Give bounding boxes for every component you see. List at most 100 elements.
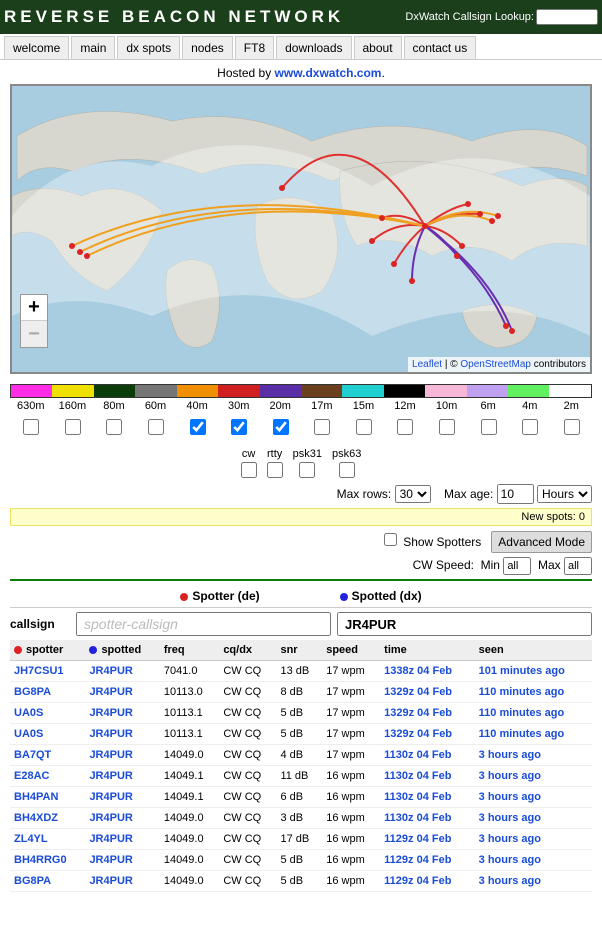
cw-speed-row: CW Speed: Min Max [10, 557, 592, 581]
seen-link[interactable]: 3 hours ago [475, 829, 592, 850]
band-checkbox-20m[interactable] [273, 419, 289, 435]
spotter-link[interactable]: BH4XDZ [10, 808, 85, 829]
spotter-link[interactable]: E28AC [10, 766, 85, 787]
spotter-link[interactable]: BH4RRG0 [10, 850, 85, 871]
map-attribution: Leaflet | © OpenStreetMap contributors [408, 357, 590, 372]
seen-link[interactable]: 110 minutes ago [475, 682, 592, 703]
time-link[interactable]: 1329z 04 Feb [380, 682, 474, 703]
band-checkbox-2m[interactable] [564, 419, 580, 435]
time-link[interactable]: 1338z 04 Feb [380, 661, 474, 682]
spotter-link[interactable]: UA0S [10, 724, 85, 745]
cw-max-input[interactable] [564, 557, 592, 575]
band-checkbox-30m[interactable] [231, 419, 247, 435]
spotter-link[interactable]: BA7QT [10, 745, 85, 766]
zoom-out-button[interactable]: − [21, 321, 47, 347]
seen-link[interactable]: 3 hours ago [475, 745, 592, 766]
spotted-link[interactable]: JR4PUR [85, 808, 159, 829]
tab-about[interactable]: about [354, 36, 402, 59]
spotted-link[interactable]: JR4PUR [85, 871, 159, 892]
band-checkbox-4m[interactable] [522, 419, 538, 435]
seen-link[interactable]: 3 hours ago [475, 808, 592, 829]
spotter-link[interactable]: UA0S [10, 703, 85, 724]
show-spotters-checkbox[interactable] [384, 533, 397, 546]
mode-checkbox-psk63[interactable] [339, 462, 355, 478]
band-checkbox-10m[interactable] [439, 419, 455, 435]
spotted-link[interactable]: JR4PUR [85, 745, 159, 766]
seen-link[interactable]: 3 hours ago [475, 871, 592, 892]
table-row: BA7QTJR4PUR14049.0CW CQ4 dB17 wpm1130z 0… [10, 745, 592, 766]
seen-link[interactable]: 3 hours ago [475, 766, 592, 787]
spotted-link[interactable]: JR4PUR [85, 661, 159, 682]
mode-checkbox-psk31[interactable] [299, 462, 315, 478]
blue-dot-icon [340, 593, 348, 601]
map[interactable]: + − Leaflet | © OpenStreetMap contributo… [10, 84, 592, 374]
time-link[interactable]: 1130z 04 Feb [380, 808, 474, 829]
band-label-12m: 12m [384, 400, 426, 412]
spotted-link[interactable]: JR4PUR [85, 829, 159, 850]
band-checkbox-17m[interactable] [314, 419, 330, 435]
band-checkbox-160m[interactable] [65, 419, 81, 435]
mode-label-cw: cw [242, 448, 255, 460]
tab-downloads[interactable]: downloads [276, 36, 351, 59]
advanced-mode-button[interactable]: Advanced Mode [491, 531, 592, 553]
maxrows-select[interactable]: 30 [395, 485, 431, 503]
spotter-link[interactable]: BG8PA [10, 871, 85, 892]
seen-link[interactable]: 3 hours ago [475, 850, 592, 871]
band-checkbox-630m[interactable] [23, 419, 39, 435]
spotted-link[interactable]: JR4PUR [85, 703, 159, 724]
lookup-label: DxWatch Callsign Lookup: [405, 11, 534, 23]
maxage-input[interactable] [497, 484, 534, 504]
band-checkbox-60m[interactable] [148, 419, 164, 435]
show-spotters-label[interactable]: Show Spotters [403, 535, 481, 549]
spotted-link[interactable]: JR4PUR [85, 682, 159, 703]
time-link[interactable]: 1130z 04 Feb [380, 766, 474, 787]
band-checkbox-6m[interactable] [481, 419, 497, 435]
seen-link[interactable]: 110 minutes ago [475, 703, 592, 724]
legend-spotted: Spotted (dx) [340, 589, 422, 603]
seen-link[interactable]: 3 hours ago [475, 787, 592, 808]
leaflet-link[interactable]: Leaflet [412, 359, 442, 370]
spotter-link[interactable]: BG8PA [10, 682, 85, 703]
mode-label-psk31: psk31 [293, 448, 322, 460]
spotted-link[interactable]: JR4PUR [85, 787, 159, 808]
spotted-link[interactable]: JR4PUR [85, 850, 159, 871]
zoom-in-button[interactable]: + [21, 295, 47, 321]
osm-link[interactable]: OpenStreetMap [460, 359, 531, 370]
lookup-input[interactable] [536, 9, 598, 25]
spotted-callsign-input[interactable] [337, 612, 592, 636]
tab-main[interactable]: main [71, 36, 115, 59]
spots-table: spotterspottedfreqcq/dxsnrspeedtimeseen … [10, 640, 592, 892]
mode-label-psk63: psk63 [332, 448, 361, 460]
spotter-callsign-input[interactable] [76, 612, 331, 636]
maxage-unit-select[interactable]: Hours [537, 485, 592, 503]
time-link[interactable]: 1130z 04 Feb [380, 787, 474, 808]
band-checkbox-15m[interactable] [356, 419, 372, 435]
tab-dx-spots[interactable]: dx spots [117, 36, 180, 59]
time-link[interactable]: 1129z 04 Feb [380, 829, 474, 850]
time-link[interactable]: 1129z 04 Feb [380, 850, 474, 871]
band-checkbox-12m[interactable] [397, 419, 413, 435]
band-checkbox-40m[interactable] [190, 419, 206, 435]
mode-checkbox-rtty[interactable] [267, 462, 283, 478]
seen-link[interactable]: 110 minutes ago [475, 724, 592, 745]
band-label-6m: 6m [467, 400, 509, 412]
seen-link[interactable]: 101 minutes ago [475, 661, 592, 682]
spotted-link[interactable]: JR4PUR [85, 724, 159, 745]
time-link[interactable]: 1329z 04 Feb [380, 724, 474, 745]
spotter-link[interactable]: JH7CSU1 [10, 661, 85, 682]
spotted-link[interactable]: JR4PUR [85, 766, 159, 787]
tab-FT8[interactable]: FT8 [235, 36, 274, 59]
tab-welcome[interactable]: welcome [4, 36, 69, 59]
cw-min-input[interactable] [503, 557, 531, 575]
time-link[interactable]: 1129z 04 Feb [380, 871, 474, 892]
tab-nodes[interactable]: nodes [182, 36, 233, 59]
spotter-link[interactable]: ZL4YL [10, 829, 85, 850]
dxwatch-link[interactable]: www.dxwatch.com [275, 66, 382, 80]
mode-checkbox-cw[interactable] [241, 462, 257, 478]
time-link[interactable]: 1329z 04 Feb [380, 703, 474, 724]
tab-contact-us[interactable]: contact us [404, 36, 477, 59]
spotter-link[interactable]: BH4PAN [10, 787, 85, 808]
band-label-630m: 630m [10, 400, 52, 412]
band-checkbox-80m[interactable] [106, 419, 122, 435]
time-link[interactable]: 1130z 04 Feb [380, 745, 474, 766]
